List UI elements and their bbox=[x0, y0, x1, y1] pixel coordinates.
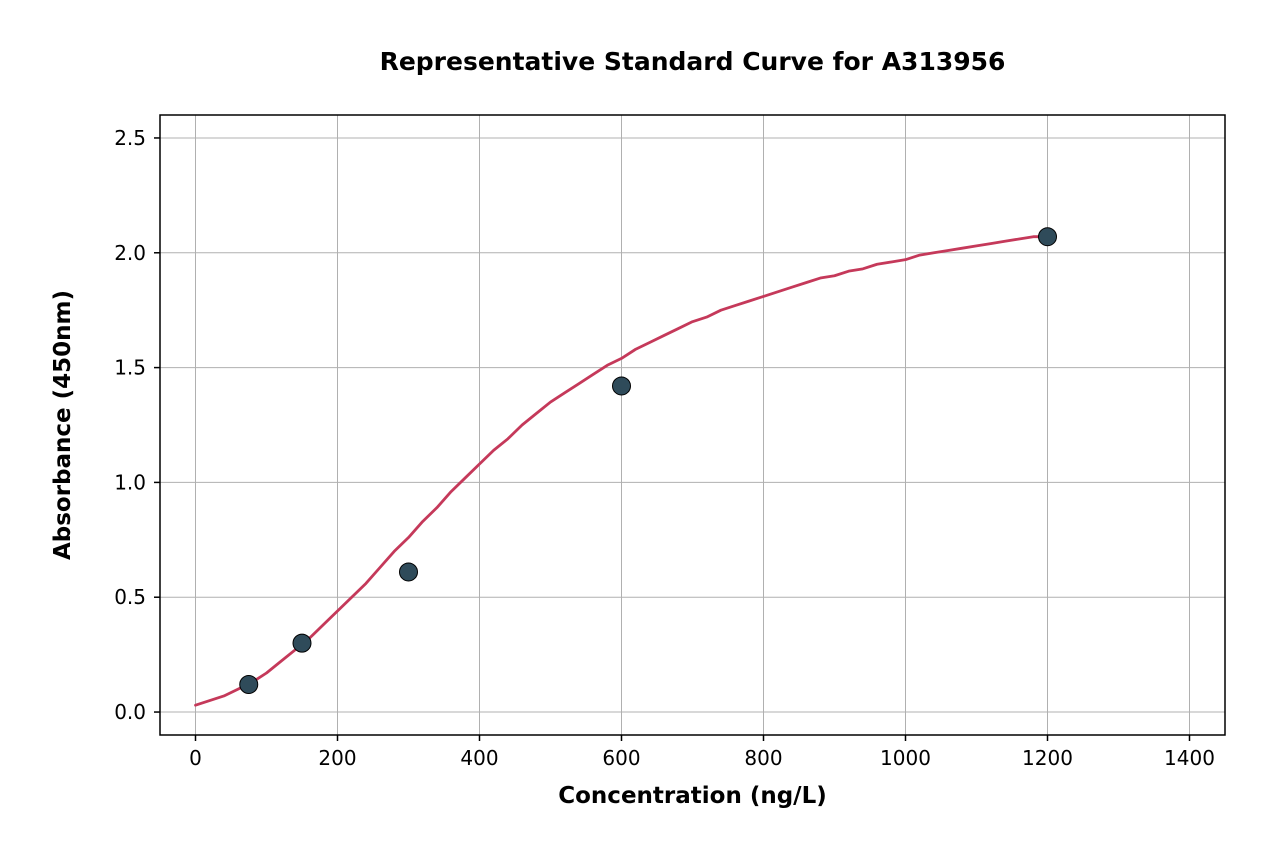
y-tick-label: 1.0 bbox=[114, 470, 146, 494]
data-point bbox=[400, 563, 418, 581]
data-point bbox=[613, 377, 631, 395]
x-tick-label: 600 bbox=[602, 746, 640, 770]
chart-svg: 0 200 400 600 800 1000 1200 1400 0.0 0.5 1.0 1.5 2.0… bbox=[0, 0, 1280, 845]
y-axis-label: Absorbance (450nm) bbox=[50, 290, 76, 560]
y-tick-label: 0.5 bbox=[114, 585, 146, 609]
chart-title: Representative Standard Curve for A31395… bbox=[380, 47, 1006, 76]
y-tick-label: 1.5 bbox=[114, 356, 146, 380]
data-point bbox=[240, 675, 258, 693]
standard-curve-chart: 0 200 400 600 800 1000 1200 1400 0.0 0.5 1.0 1.5 2.0… bbox=[0, 0, 1280, 845]
data-point bbox=[1039, 228, 1057, 246]
data-point bbox=[293, 634, 311, 652]
x-tick-label: 400 bbox=[460, 746, 498, 770]
x-tick-label: 200 bbox=[318, 746, 356, 770]
x-tick-label: 1400 bbox=[1164, 746, 1215, 770]
x-axis-label: Concentration (ng/L) bbox=[558, 783, 827, 809]
x-tick-label: 1000 bbox=[880, 746, 931, 770]
x-tick-label: 1200 bbox=[1022, 746, 1073, 770]
x-tick-label: 0 bbox=[189, 746, 202, 770]
x-tick-label: 800 bbox=[744, 746, 782, 770]
y-tick-label: 2.0 bbox=[114, 241, 146, 265]
y-tick-label: 0.0 bbox=[114, 700, 146, 724]
y-tick-label: 2.5 bbox=[114, 126, 146, 150]
